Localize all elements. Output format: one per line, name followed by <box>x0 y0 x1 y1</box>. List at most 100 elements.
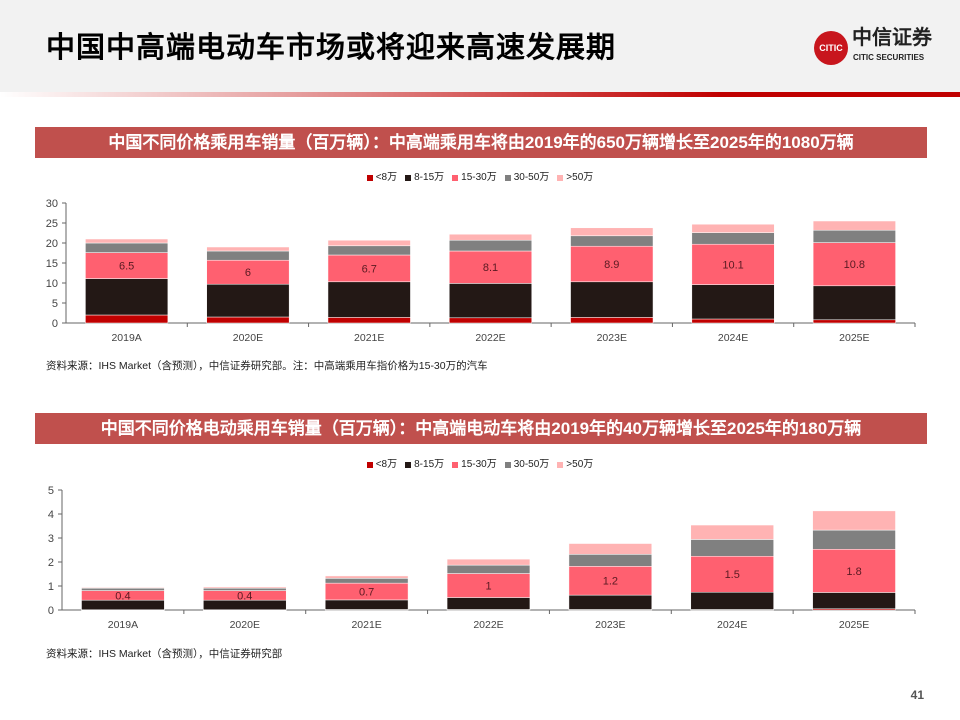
legend-swatch <box>366 175 373 181</box>
y-tick-label: 5 <box>52 298 58 310</box>
bar-segment <box>812 319 896 324</box>
legend-swatch <box>405 175 412 181</box>
data-label: 1 <box>485 581 491 593</box>
y-tick-label: 0 <box>48 605 54 617</box>
bar-segment <box>85 238 169 244</box>
legend-item: 30-50万 <box>504 459 549 471</box>
y-tick-label: 5 <box>48 485 54 497</box>
bar-segment <box>327 317 411 324</box>
data-label: 1.2 <box>603 576 618 588</box>
x-tick-label: 2025E <box>839 619 869 631</box>
bar-segment <box>206 246 290 252</box>
bar-segment <box>85 278 169 316</box>
legend-label: 15-30万 <box>461 459 497 470</box>
x-tick-label: 2023E <box>595 619 625 631</box>
legend-label: 15-30万 <box>461 172 497 183</box>
bar-segment <box>327 239 411 247</box>
bar-segment <box>85 314 169 324</box>
bar-segment <box>203 586 287 589</box>
x-tick-label: 2025E <box>839 332 869 344</box>
data-label: 1.8 <box>846 566 861 578</box>
data-label: 8.9 <box>604 259 619 271</box>
legend-label: 8-15万 <box>414 459 445 470</box>
legend-item: <8万 <box>366 172 397 184</box>
citic-logo: CITIC 中信证券 CITIC SECURITIES <box>814 27 949 69</box>
bar-segment <box>206 259 290 285</box>
bar-segment <box>206 316 290 324</box>
x-tick-label: 2020E <box>230 619 260 631</box>
bar-segment <box>691 232 775 245</box>
legend-swatch <box>557 175 564 181</box>
bar-segment <box>327 245 411 256</box>
header-bar <box>0 0 960 92</box>
data-label: 8.1 <box>483 262 498 274</box>
data-label: 10.1 <box>722 259 743 271</box>
data-label: 0.4 <box>237 590 252 602</box>
bar-segment <box>812 220 896 231</box>
x-tick-label: 2019A <box>108 619 138 631</box>
legend-label: <8万 <box>375 459 398 470</box>
bar-segment <box>324 599 409 610</box>
bar-segment <box>690 524 774 540</box>
chart1-title: 中国不同价格乘用车销量（百万辆）：中高端乘用车将由2019年的650万辆增长至2… <box>35 127 927 158</box>
chart2-source: 资料来源：IHS Market（含预测），中信证券研究部 <box>46 648 283 660</box>
legend-swatch <box>557 462 564 468</box>
bar-segment <box>449 233 532 241</box>
x-tick-label: 2023E <box>597 332 627 344</box>
page-title: 中国中高端电动车市场或将迎来高速发展期 <box>46 32 617 64</box>
bar-segment <box>691 243 775 285</box>
bar-segment <box>327 281 411 318</box>
bar-segment <box>812 285 896 321</box>
bar-segment <box>446 597 531 610</box>
legend-item: <8万 <box>366 459 398 471</box>
chart2-plot: 0 1 2 3 4 5 2019A 0.4 2020E 0.4 2021E 0.7 2022E 1 2023… <box>48 485 916 631</box>
y-tick-label: 20 <box>46 238 58 250</box>
y-tick-label: 30 <box>46 198 58 210</box>
bar-segment <box>327 254 411 283</box>
bar-segment <box>568 566 653 596</box>
header-divider <box>0 92 960 97</box>
legend-item: 15-30万 <box>452 172 497 184</box>
bar-segment <box>812 510 896 531</box>
logo-en: CITIC SECURITIES <box>853 53 925 62</box>
bar-segment <box>449 239 532 252</box>
x-tick-label: 2020E <box>233 332 263 344</box>
bar-segment <box>570 235 654 247</box>
x-tick-label: 2019A <box>111 332 141 344</box>
bar-segment <box>85 242 169 253</box>
bar-segment <box>812 592 896 610</box>
bar-segment <box>449 283 532 319</box>
bar-segment <box>446 558 531 566</box>
logo-cn: 中信证券 <box>852 27 932 49</box>
x-tick-label: 2024E <box>717 619 747 631</box>
bar-segment <box>812 242 896 287</box>
bar-segment <box>690 555 774 593</box>
legend-item: 15-30万 <box>452 459 497 471</box>
legend-swatch <box>452 462 459 468</box>
bar-segment <box>449 317 532 324</box>
bar-segment <box>568 543 653 555</box>
chart1-plot: 0 5 10 15 20 25 30 2019A 6.5 2020E 6 2021E 6.7 2022E 8… <box>46 198 916 344</box>
legend-label: >50万 <box>566 172 594 183</box>
bar-segment <box>81 587 165 589</box>
y-tick-label: 0 <box>52 318 58 330</box>
bar-segment <box>691 223 775 233</box>
legend-swatch <box>504 175 511 181</box>
chart1-legend: <8万 8-15万 15-30万 30-50万 >50万 <box>0 172 960 185</box>
x-tick-label: 2021E <box>351 619 381 631</box>
bar-segment <box>206 250 290 261</box>
bar-segment <box>570 245 654 283</box>
bar-segment <box>324 575 409 579</box>
legend-label: 8-15万 <box>414 172 445 183</box>
legend-swatch <box>504 462 511 468</box>
y-tick-label: 1 <box>48 581 54 593</box>
x-tick-label: 2022E <box>473 619 503 631</box>
legend-item: 8-15万 <box>405 172 444 184</box>
y-tick-label: 3 <box>48 533 54 545</box>
y-tick-label: 15 <box>46 258 58 270</box>
bar-segment <box>446 564 531 574</box>
logo-mark-icon: CITIC <box>814 31 848 65</box>
legend-label: 30-50万 <box>513 172 550 183</box>
y-tick-label: 10 <box>46 278 58 290</box>
legend-item: >50万 <box>557 172 593 184</box>
